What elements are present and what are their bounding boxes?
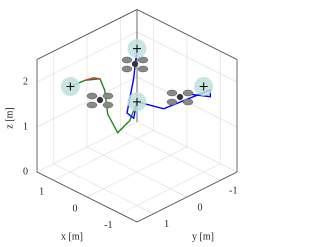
waypoint-cross [133, 97, 141, 106]
grid-line [136, 31, 238, 83]
x-axis-label: x [m] [61, 231, 83, 242]
grid-line [136, 121, 238, 173]
grid-line [36, 76, 138, 128]
grid-line [86, 146, 188, 198]
waypoint-cross [66, 82, 75, 91]
y-tick-label: -1 [229, 186, 237, 197]
y-tick-label: 1 [164, 219, 169, 230]
drones [86, 56, 194, 109]
grid-line [53, 163, 154, 214]
grid-line [36, 31, 138, 83]
z-tick-label: 1 [23, 121, 28, 132]
x-tick-label: 1 [39, 187, 44, 198]
waypoints [60, 39, 214, 112]
axis-edge [36, 9, 138, 60]
z-axis-label: z [m] [4, 107, 15, 128]
trajectory [84, 77, 101, 81]
z-tick-label: 2 [23, 76, 28, 87]
axis-edge [136, 9, 238, 60]
axis-edge [36, 171, 138, 223]
y-tick-label: 0 [198, 202, 203, 213]
waypoint-cross [199, 82, 208, 91]
grid-line [120, 130, 221, 181]
waypoint-cross [133, 44, 141, 53]
x-tick-label: -1 [104, 220, 112, 231]
z-tick-label: 0 [23, 166, 28, 177]
y-axis-label: y [m] [192, 231, 214, 242]
x-tick-label: 0 [73, 203, 78, 214]
axis-edge [136, 171, 238, 223]
